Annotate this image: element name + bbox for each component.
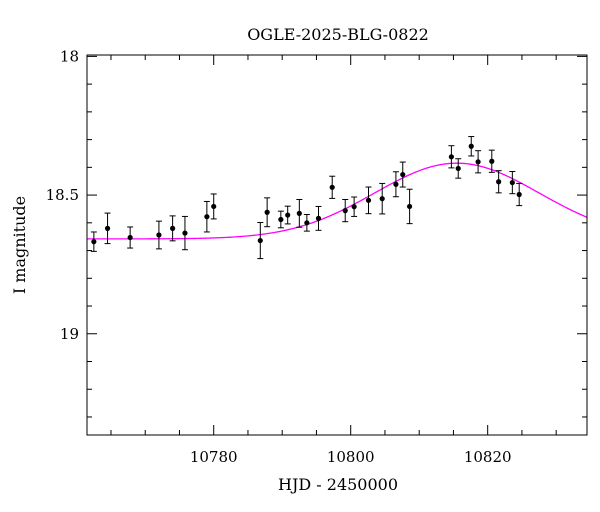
data-point [257, 237, 263, 244]
data-point [455, 165, 461, 172]
y-tick-label: 18.5 [46, 186, 79, 204]
errorbar-layer [90, 136, 523, 260]
y-tick-labels: 18 18.5 19 [46, 47, 79, 342]
model-curve-layer [87, 162, 588, 240]
x-tick-labels: 10780 10800 10820 [190, 448, 512, 466]
axis-ticks [87, 55, 587, 435]
data-point [365, 197, 372, 203]
chart-title: OGLE-2025-BLG-0822 [247, 25, 429, 44]
data-point [393, 181, 399, 187]
data-point [468, 143, 474, 149]
data-point [342, 208, 348, 214]
data-point [489, 158, 495, 164]
x-tick-label: 10780 [190, 448, 238, 466]
data-point [296, 210, 302, 216]
data-point [204, 214, 210, 220]
data-point [379, 196, 385, 202]
data-point [170, 225, 176, 231]
data-point [156, 232, 162, 238]
data-point [211, 203, 217, 210]
y-tick-label: 19 [60, 325, 79, 343]
x-tick-label: 10820 [464, 448, 512, 466]
data-point [91, 239, 97, 245]
y-axis-label: I magnitude [10, 196, 29, 294]
x-tick-label: 10800 [327, 448, 375, 466]
plot-frame [86, 54, 588, 436]
y-tick-label: 18 [60, 47, 79, 65]
data-point [285, 212, 291, 218]
data-point [448, 154, 454, 160]
data-point [509, 179, 515, 186]
data-point [407, 203, 413, 210]
data-point [329, 184, 335, 190]
data-point [278, 216, 284, 223]
data-point [304, 220, 310, 226]
data-point [104, 225, 111, 231]
data-point [264, 209, 270, 215]
x-axis-label: HJD - 2450000 [278, 475, 398, 494]
data-point [182, 230, 188, 236]
data-point-layer [91, 143, 522, 245]
data-point [127, 234, 133, 241]
data-point [400, 171, 406, 178]
data-point [496, 179, 502, 185]
data-point [516, 191, 522, 198]
data-point [475, 159, 481, 165]
model-fit-curve [87, 162, 588, 240]
data-point [315, 215, 322, 221]
data-point [351, 204, 357, 210]
